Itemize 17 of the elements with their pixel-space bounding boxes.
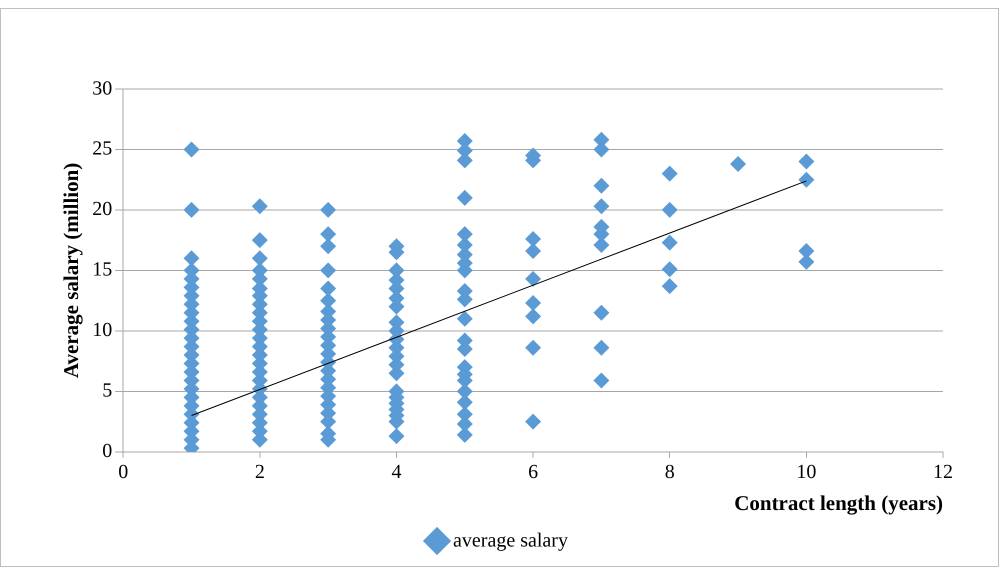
x-tick-label: 0 <box>118 461 128 484</box>
y-tick-label: 5 <box>102 380 112 402</box>
y-axis-title: Average salary (million) <box>59 162 84 378</box>
y-tick-label: 20 <box>92 198 112 220</box>
x-tick-label: 10 <box>796 461 816 484</box>
y-tick-label: 0 <box>102 440 112 462</box>
x-axis-title: Contract length (years) <box>734 490 944 515</box>
x-tick-label: 2 <box>254 461 265 484</box>
x-tick-label: 6 <box>528 461 538 484</box>
y-tick-label: 10 <box>92 319 112 342</box>
y-tick-label: 30 <box>92 77 112 100</box>
y-tick-label: 25 <box>92 138 112 160</box>
x-tick-label: 12 <box>933 461 953 484</box>
x-tick-label: 4 <box>391 461 402 484</box>
legend-label: average salary <box>453 529 568 552</box>
y-tick-label: 15 <box>92 258 112 281</box>
x-tick-label: 8 <box>664 461 675 484</box>
